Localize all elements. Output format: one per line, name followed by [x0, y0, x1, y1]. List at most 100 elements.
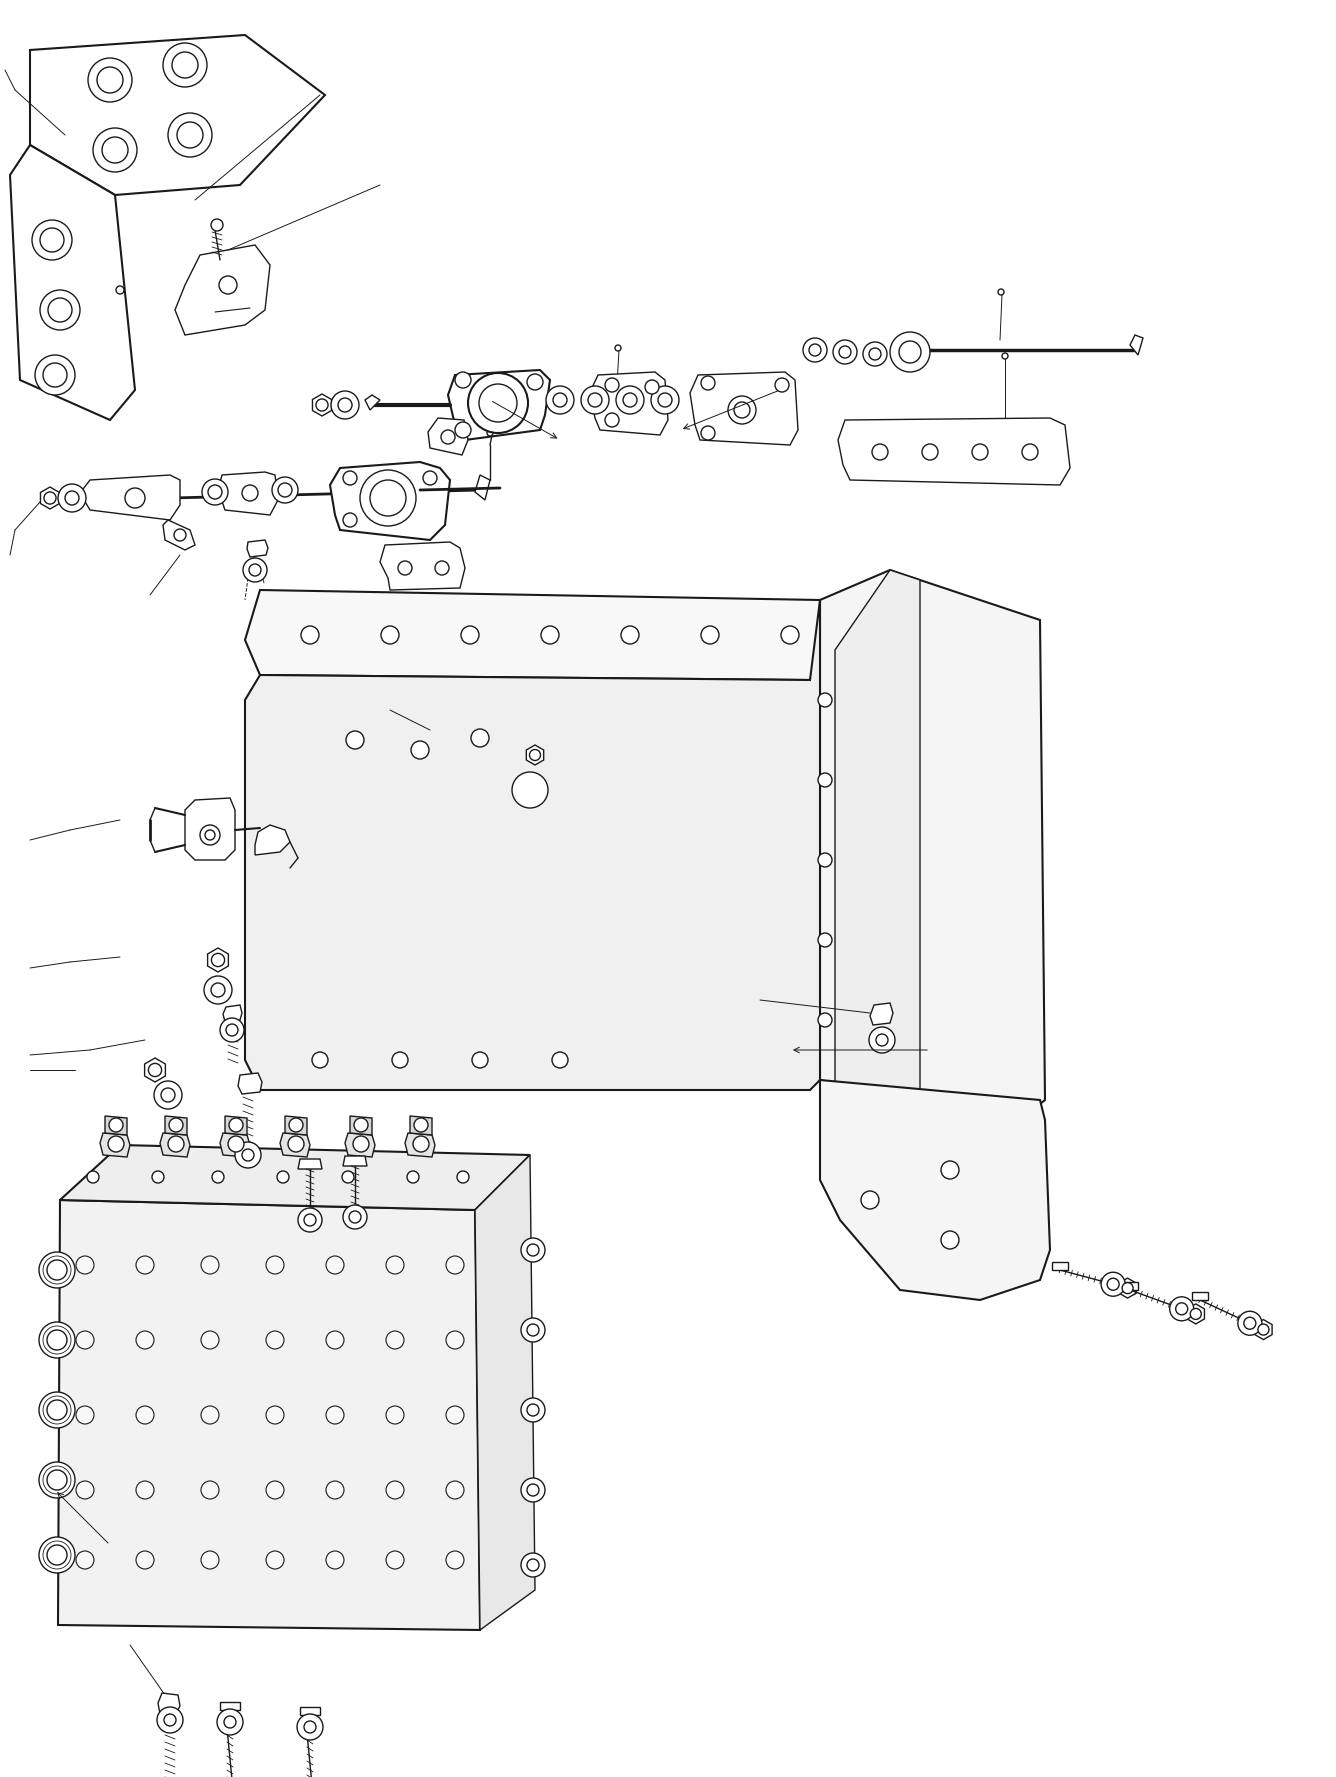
Circle shape — [899, 341, 921, 363]
Circle shape — [289, 1136, 305, 1151]
Circle shape — [211, 219, 223, 231]
Circle shape — [1170, 1297, 1193, 1320]
Circle shape — [174, 530, 186, 540]
Circle shape — [1002, 354, 1007, 359]
Circle shape — [168, 114, 212, 156]
Polygon shape — [40, 487, 60, 508]
Polygon shape — [255, 825, 290, 855]
Circle shape — [386, 1551, 403, 1569]
Circle shape — [922, 444, 938, 460]
Polygon shape — [220, 1702, 240, 1709]
Polygon shape — [526, 745, 544, 766]
Polygon shape — [9, 146, 135, 419]
Circle shape — [224, 1717, 236, 1727]
Circle shape — [775, 379, 790, 393]
Polygon shape — [88, 480, 100, 505]
Polygon shape — [689, 371, 798, 444]
Circle shape — [398, 562, 411, 576]
Circle shape — [136, 1551, 154, 1569]
Circle shape — [76, 1256, 94, 1274]
Circle shape — [343, 471, 357, 485]
Circle shape — [305, 1720, 317, 1733]
Circle shape — [456, 371, 472, 387]
Circle shape — [331, 391, 359, 419]
Polygon shape — [218, 473, 278, 515]
Circle shape — [76, 1551, 94, 1569]
Circle shape — [446, 1551, 464, 1569]
Circle shape — [370, 480, 406, 515]
Circle shape — [200, 1256, 219, 1274]
Circle shape — [298, 1208, 322, 1231]
Circle shape — [158, 1708, 183, 1733]
Circle shape — [818, 853, 832, 867]
Polygon shape — [223, 1006, 242, 1022]
Polygon shape — [57, 1199, 480, 1630]
Circle shape — [40, 227, 64, 252]
Circle shape — [94, 128, 138, 172]
Polygon shape — [247, 540, 269, 556]
Circle shape — [353, 1136, 369, 1151]
Circle shape — [457, 1171, 469, 1183]
Polygon shape — [80, 474, 180, 521]
Polygon shape — [1130, 336, 1144, 355]
Circle shape — [47, 1400, 67, 1420]
Polygon shape — [163, 521, 195, 551]
Circle shape — [108, 1136, 124, 1151]
Circle shape — [44, 492, 56, 505]
Circle shape — [39, 1322, 75, 1358]
Circle shape — [359, 469, 415, 526]
Polygon shape — [301, 1708, 321, 1715]
Circle shape — [168, 1118, 183, 1132]
Circle shape — [818, 1013, 832, 1027]
Circle shape — [529, 750, 541, 761]
Circle shape — [305, 1214, 317, 1226]
Circle shape — [890, 332, 930, 371]
Polygon shape — [895, 338, 912, 355]
Circle shape — [87, 1171, 99, 1183]
Circle shape — [200, 1480, 219, 1500]
Polygon shape — [144, 1057, 166, 1082]
Circle shape — [446, 1331, 464, 1349]
Circle shape — [228, 1136, 244, 1151]
Circle shape — [701, 377, 715, 389]
Polygon shape — [405, 1134, 436, 1157]
Polygon shape — [224, 1116, 247, 1136]
Polygon shape — [820, 1080, 1050, 1301]
Circle shape — [208, 485, 222, 499]
Circle shape — [468, 373, 528, 434]
Polygon shape — [281, 1134, 310, 1157]
Circle shape — [76, 1480, 94, 1500]
Circle shape — [242, 1150, 254, 1160]
Circle shape — [834, 339, 856, 364]
Circle shape — [615, 345, 621, 352]
Circle shape — [326, 1331, 343, 1349]
Circle shape — [526, 373, 542, 389]
Circle shape — [47, 1260, 67, 1279]
Circle shape — [39, 1391, 75, 1429]
Circle shape — [1238, 1311, 1261, 1335]
Circle shape — [346, 730, 363, 748]
Polygon shape — [350, 1116, 371, 1136]
Circle shape — [553, 393, 566, 407]
Polygon shape — [428, 418, 468, 455]
Circle shape — [386, 1480, 403, 1500]
Circle shape — [43, 363, 67, 387]
Circle shape — [446, 1480, 464, 1500]
Circle shape — [552, 1052, 568, 1068]
Circle shape — [521, 1478, 545, 1502]
Circle shape — [818, 933, 832, 947]
Circle shape — [659, 393, 672, 407]
Circle shape — [386, 1331, 403, 1349]
Circle shape — [39, 1253, 75, 1288]
Circle shape — [521, 1398, 545, 1422]
Circle shape — [701, 426, 715, 441]
Circle shape — [1122, 1283, 1133, 1294]
Circle shape — [164, 1715, 176, 1725]
Polygon shape — [175, 245, 270, 336]
Polygon shape — [220, 1134, 250, 1157]
Circle shape — [200, 1406, 219, 1423]
Polygon shape — [207, 947, 228, 972]
Circle shape — [228, 1118, 243, 1132]
Circle shape — [172, 52, 198, 78]
Circle shape — [248, 563, 261, 576]
